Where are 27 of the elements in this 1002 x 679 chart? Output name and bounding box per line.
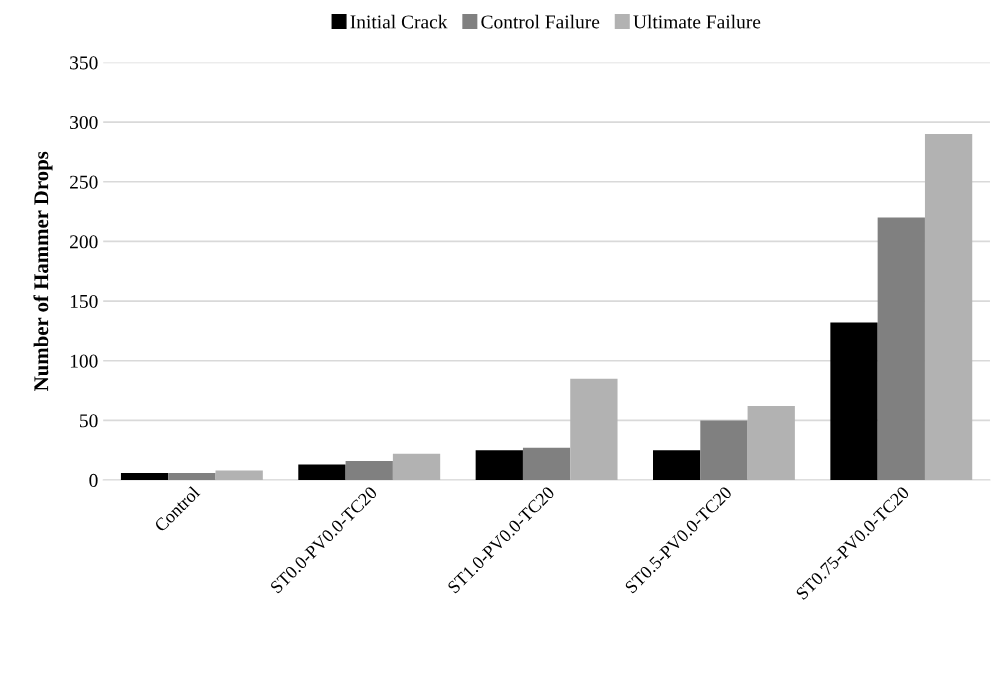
y-tick-label: 350 bbox=[70, 56, 98, 70]
bar bbox=[168, 472, 216, 481]
bar bbox=[653, 450, 701, 481]
bar bbox=[830, 322, 878, 481]
y-tick-label: 150 bbox=[70, 294, 98, 309]
legend-label: Control Failure bbox=[481, 14, 600, 29]
y-tick-label: 250 bbox=[70, 175, 98, 189]
bar bbox=[924, 134, 973, 481]
bar bbox=[747, 406, 795, 481]
bar bbox=[522, 447, 571, 481]
bar bbox=[298, 464, 346, 481]
y-tick-label: 0 bbox=[89, 473, 98, 487]
y-tick-label: 50 bbox=[80, 414, 98, 428]
bar bbox=[345, 460, 393, 481]
legend-label: Initial Crack bbox=[350, 14, 448, 29]
y-tick-label: 300 bbox=[70, 115, 98, 130]
bar bbox=[215, 470, 263, 481]
bar bbox=[392, 453, 441, 481]
y-tick-label: 100 bbox=[70, 354, 98, 368]
bar bbox=[877, 217, 925, 481]
bar bbox=[570, 378, 618, 481]
y-tick-label: 200 bbox=[70, 235, 98, 249]
bar bbox=[700, 420, 748, 481]
bar bbox=[475, 450, 523, 481]
y-axis-title: Number of Hammer Drops bbox=[33, 151, 53, 391]
legend-label: Ultimate Failure bbox=[633, 14, 761, 29]
bar bbox=[120, 472, 169, 481]
